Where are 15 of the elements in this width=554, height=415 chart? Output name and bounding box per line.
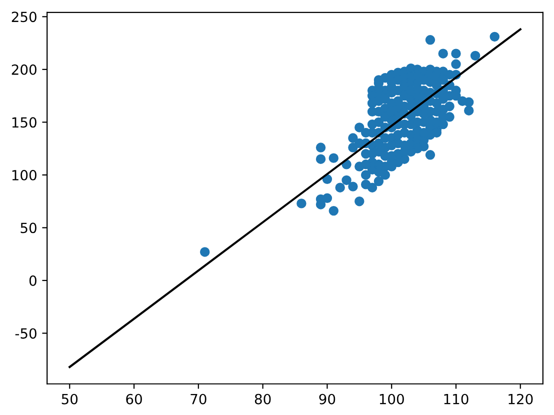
y-tick-label: 50 bbox=[20, 222, 36, 234]
y-tick-label: 0 bbox=[29, 275, 36, 286]
y-tick-label: 250 bbox=[12, 12, 36, 22]
x-tick-label: 50 bbox=[62, 394, 78, 404]
x-tick-label: 90 bbox=[319, 394, 336, 404]
y-tick-label: 200 bbox=[12, 64, 36, 75]
y-tick-label: -50 bbox=[15, 328, 36, 339]
x-tick-label: 120 bbox=[508, 394, 533, 404]
y-tick-label: 100 bbox=[12, 170, 36, 180]
x-tick-label: 100 bbox=[380, 394, 404, 404]
x-tick-label: 60 bbox=[126, 394, 142, 404]
x-tick-label: 110 bbox=[444, 394, 468, 404]
y-tick-label: 150 bbox=[12, 117, 36, 128]
x-tick-label: 80 bbox=[254, 394, 271, 404]
x-tick-label: 70 bbox=[190, 394, 206, 404]
